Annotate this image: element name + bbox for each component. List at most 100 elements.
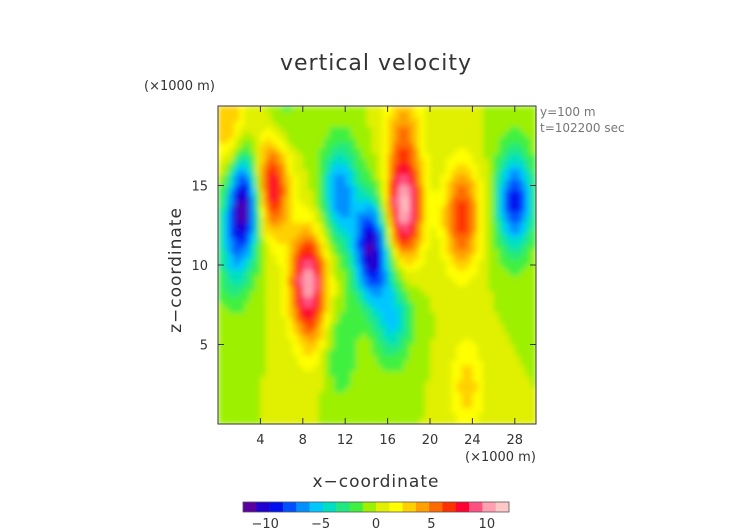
heatmap-cell <box>440 132 447 139</box>
heatmap-cell <box>355 196 362 202</box>
heatmap-cell <box>377 286 383 293</box>
heatmap-cell <box>382 280 389 287</box>
heatmap-cell <box>334 227 341 234</box>
heatmap-cell <box>483 201 489 208</box>
heatmap-cell <box>228 174 235 181</box>
heatmap-cell <box>504 190 511 197</box>
heatmap-cell <box>456 196 463 202</box>
heatmap-cell <box>398 227 405 234</box>
heatmap-cell <box>461 397 468 404</box>
heatmap-cell <box>260 323 267 330</box>
heatmap-cell <box>483 249 489 255</box>
heatmap-cell <box>318 201 325 208</box>
heatmap-cell <box>435 386 442 393</box>
heatmap-cell <box>255 371 261 377</box>
heatmap-cell <box>313 339 320 346</box>
heatmap-cell <box>329 227 336 234</box>
heatmap-cell <box>339 121 346 128</box>
heatmap-cell <box>244 355 251 361</box>
heatmap-cell <box>530 243 536 250</box>
heatmap-cell <box>451 254 458 261</box>
heatmap-cell <box>233 275 240 282</box>
heatmap-cell <box>451 344 458 351</box>
heatmap-cell <box>493 106 500 112</box>
heatmap-cell <box>419 217 426 224</box>
heatmap-cell <box>467 106 473 112</box>
heatmap-cell <box>355 222 362 229</box>
heatmap-cell <box>483 349 489 356</box>
heatmap-cell <box>456 397 463 404</box>
heatmap-cell <box>403 318 410 324</box>
heatmap-cell <box>218 328 224 335</box>
heatmap-cell <box>318 153 325 160</box>
heatmap-cell <box>488 111 495 118</box>
heatmap-cell <box>440 386 447 393</box>
heatmap-cell <box>498 196 505 202</box>
heatmap-cell <box>244 360 251 367</box>
heatmap-cell <box>324 392 330 399</box>
heatmap-cell <box>218 132 224 139</box>
heatmap-cell <box>249 296 256 303</box>
heatmap-cell <box>435 312 442 319</box>
heatmap-cell <box>509 127 516 134</box>
heatmap-cell <box>377 392 383 399</box>
heatmap-cell <box>334 291 341 298</box>
heatmap-cell <box>514 185 521 192</box>
heatmap-cell <box>387 243 394 250</box>
heatmap-cell <box>265 238 272 245</box>
heatmap-cell <box>435 397 442 404</box>
heatmap-cell <box>350 270 357 277</box>
heatmap-cell <box>408 190 415 197</box>
heatmap-cell <box>472 360 479 367</box>
heatmap-cell <box>345 243 352 250</box>
heatmap-cell <box>350 217 357 224</box>
heatmap-cell <box>514 132 521 139</box>
heatmap-cell <box>509 243 516 250</box>
heatmap-cell <box>286 185 293 192</box>
heatmap-cell <box>233 418 240 424</box>
heatmap-cell <box>435 217 442 224</box>
heatmap-cell <box>483 386 489 393</box>
heatmap-cell <box>313 286 320 293</box>
heatmap-cell <box>509 259 516 266</box>
heatmap-cell <box>244 413 251 420</box>
heatmap-cell <box>445 275 452 282</box>
heatmap-cell <box>276 386 283 393</box>
heatmap-cell <box>324 376 330 383</box>
heatmap-cell <box>504 212 511 218</box>
heatmap-cell <box>398 302 405 308</box>
heatmap-cell <box>456 349 463 356</box>
heatmap-cell <box>504 111 511 118</box>
heatmap-cell <box>244 259 251 266</box>
heatmap-cell <box>345 174 352 181</box>
heatmap-cell <box>440 206 447 213</box>
heatmap-cell <box>440 243 447 250</box>
heatmap-cell <box>244 349 251 356</box>
heatmap-cell <box>509 408 516 414</box>
heatmap-cell <box>461 190 468 197</box>
heatmap-cell <box>345 196 352 202</box>
heatmap-cell <box>525 408 532 414</box>
heatmap-cell <box>424 180 431 187</box>
heatmap-cell <box>281 143 288 149</box>
heatmap-cell <box>514 259 521 266</box>
heatmap-cell <box>260 106 267 112</box>
heatmap-cell <box>445 174 452 181</box>
heatmap-cell <box>419 312 426 319</box>
heatmap-cell <box>228 243 235 250</box>
heatmap-cell <box>377 169 383 176</box>
heatmap-cell <box>445 190 452 197</box>
heatmap-cell <box>382 392 389 399</box>
heatmap-cell <box>377 190 383 197</box>
heatmap-cell <box>361 132 367 139</box>
heatmap-cell <box>255 111 261 118</box>
heatmap-cell <box>514 190 521 197</box>
heatmap-cell <box>286 296 293 303</box>
heatmap-cell <box>228 339 235 346</box>
heatmap-cell <box>313 196 320 202</box>
heatmap-cell <box>249 217 256 224</box>
heatmap-cell <box>345 254 352 261</box>
heatmap-cell <box>233 196 240 202</box>
heatmap-cell <box>361 201 367 208</box>
heatmap-cell <box>228 259 235 266</box>
